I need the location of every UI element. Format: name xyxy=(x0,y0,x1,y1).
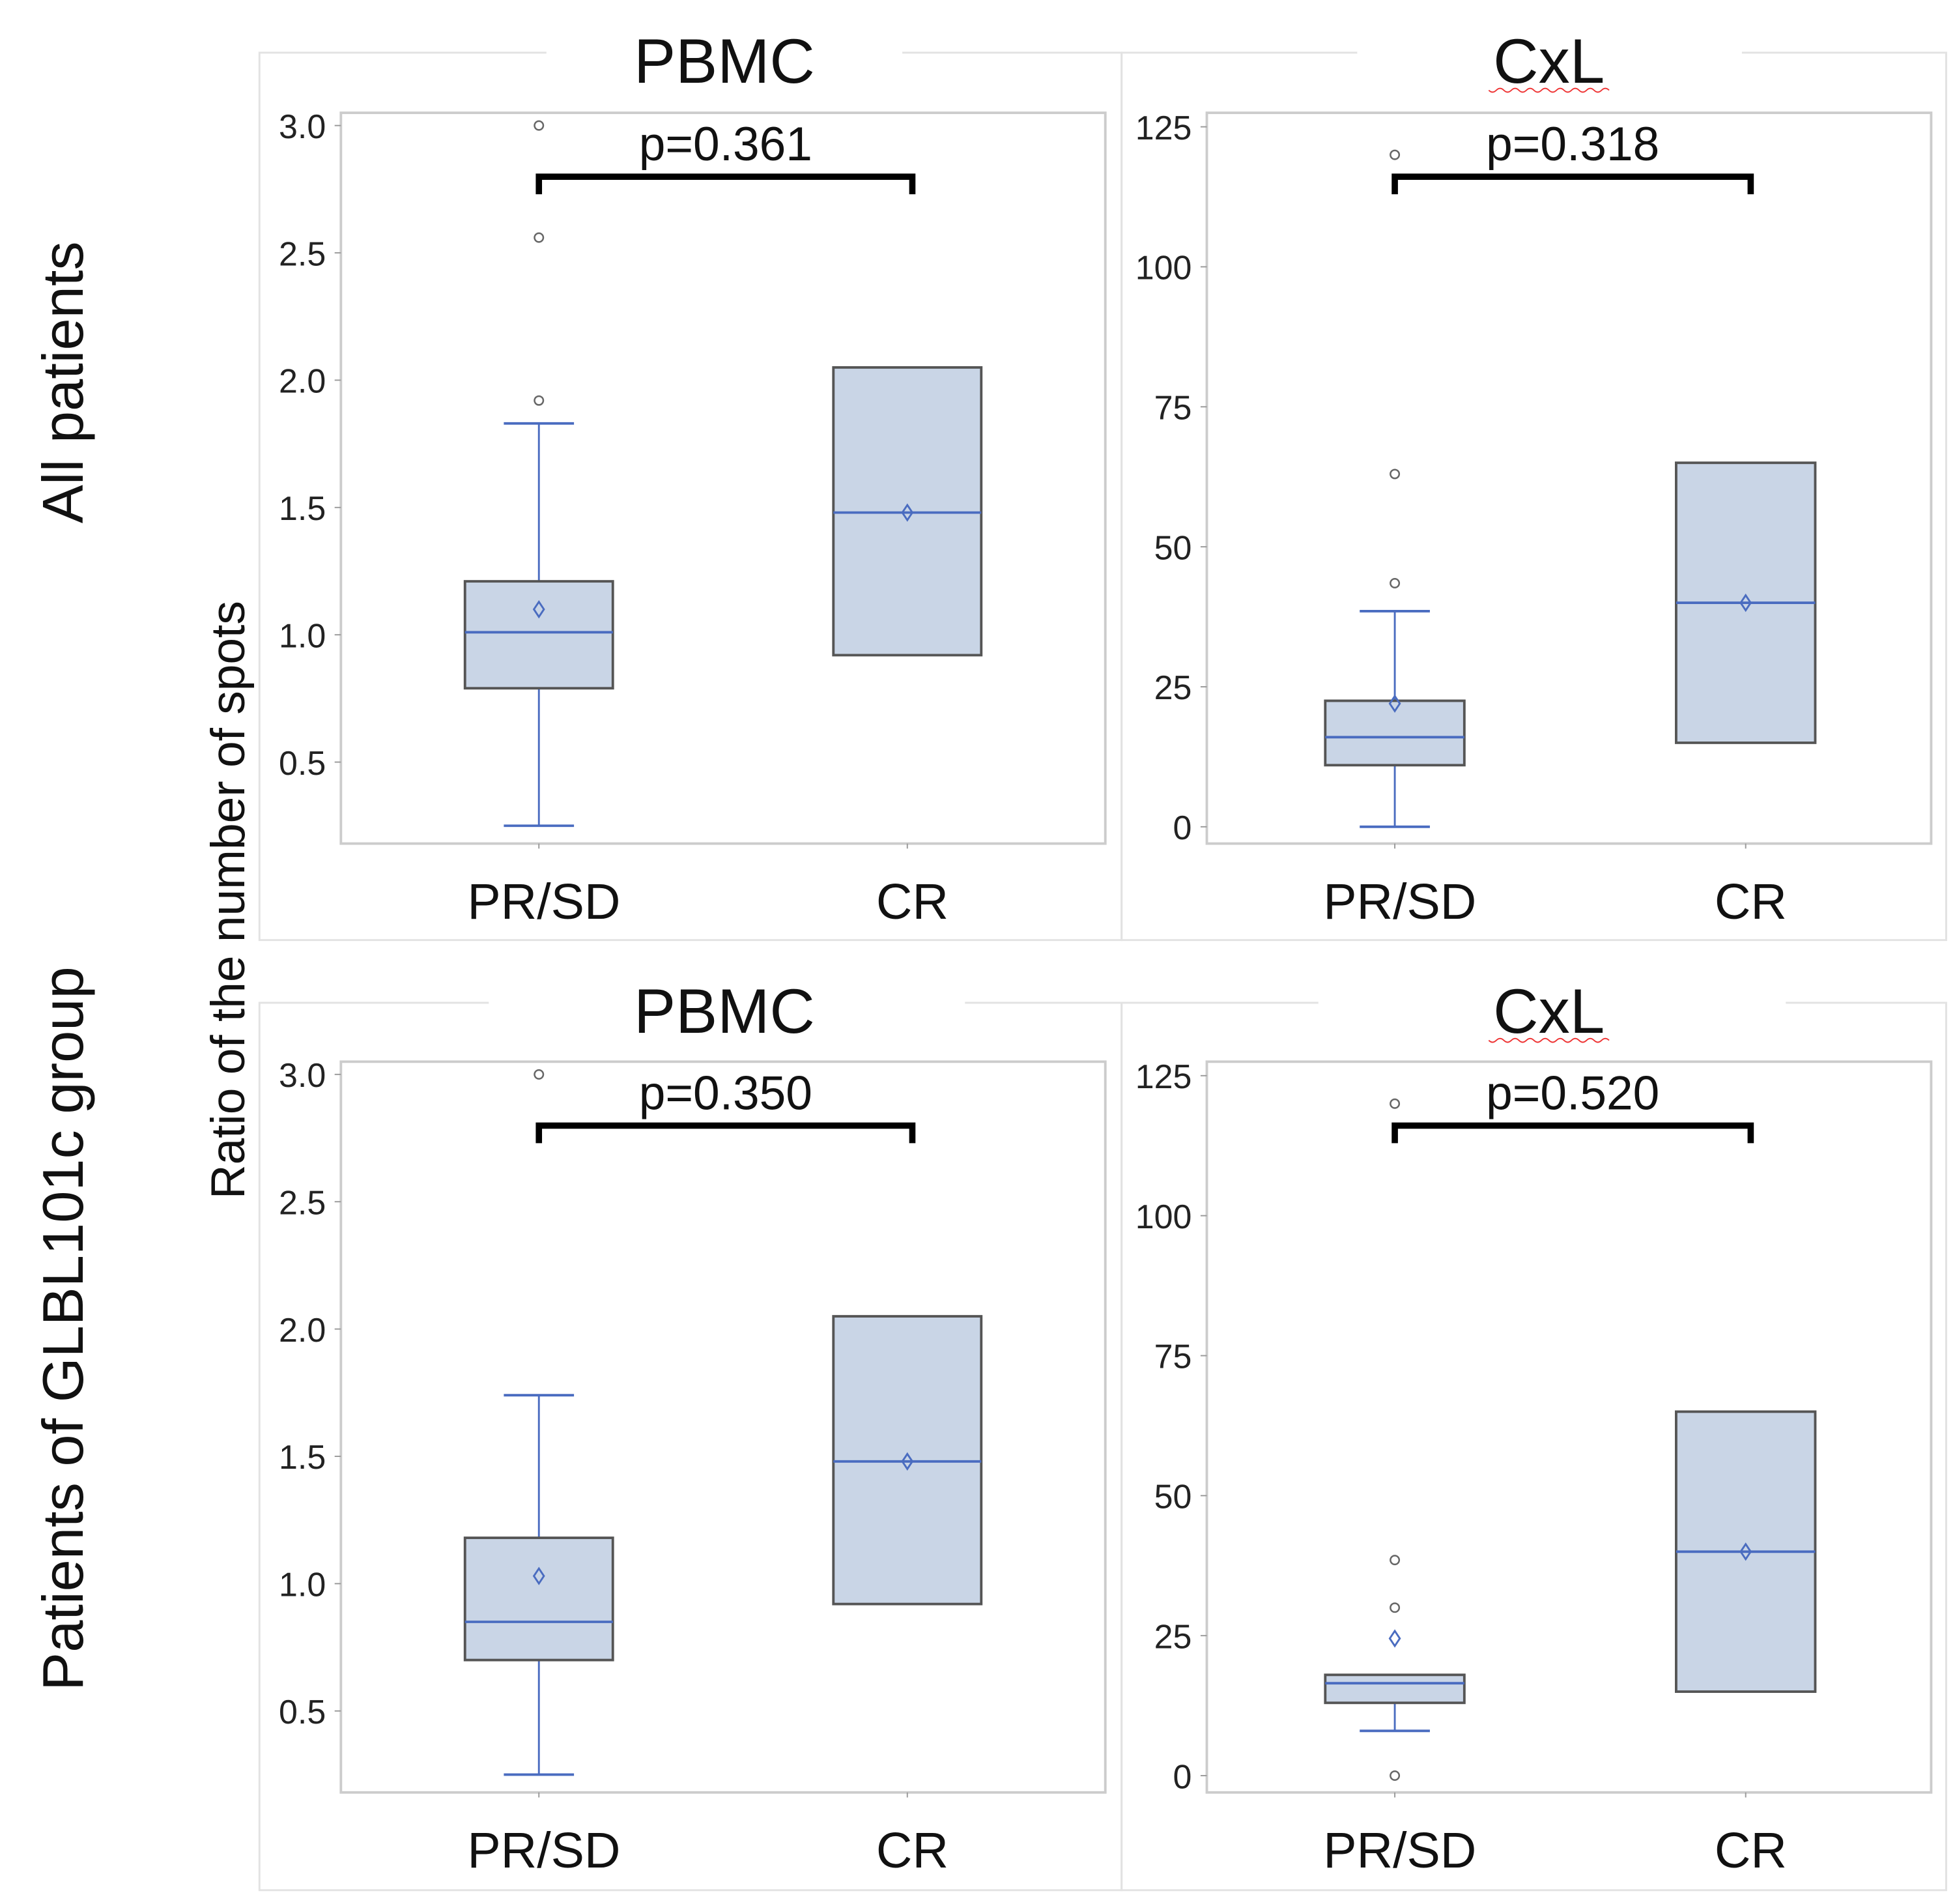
x-tick-label: PR/SD xyxy=(467,874,620,930)
y-tick-label: 0.5 xyxy=(279,745,326,783)
y-tick-label: 0.5 xyxy=(279,1694,326,1731)
p-value-label: p=0.520 xyxy=(1486,1067,1659,1119)
box-pr-sd xyxy=(1324,1098,1466,1781)
mean-marker xyxy=(532,599,545,619)
x-tick-label: CR xyxy=(876,874,949,930)
box-cr xyxy=(832,366,983,657)
panel-cxl-1: CxL 0 25 50 75 100 125 PR/SD CR p=0.318 xyxy=(1120,27,1947,942)
y-tick-label: 50 xyxy=(1154,1478,1192,1516)
x-tick-label: CR xyxy=(1715,874,1787,930)
x-tick-label: PR/SD xyxy=(1323,874,1476,930)
panel-frame xyxy=(1120,1002,1947,1892)
mean-marker xyxy=(1388,1629,1401,1648)
y-tick-label: 50 xyxy=(1154,529,1192,567)
x-tick-label: CR xyxy=(1715,1823,1787,1879)
panel-frame xyxy=(1120,51,1947,942)
y-tick-label: 2.0 xyxy=(279,363,326,401)
y-tick-label: 1.0 xyxy=(279,617,326,655)
panel-title: PBMC xyxy=(634,27,815,96)
mean-marker xyxy=(901,1452,914,1471)
significance-bracket xyxy=(535,173,916,195)
spellcheck-underline xyxy=(1488,87,1610,93)
box-cr xyxy=(1675,461,1817,744)
box-pr-sd xyxy=(463,120,614,828)
panel-title: PBMC xyxy=(634,977,815,1046)
y-tick-label: 1.5 xyxy=(279,1439,326,1477)
outlier-point xyxy=(534,1069,545,1080)
p-value-label: p=0.361 xyxy=(639,118,812,171)
outlier-point xyxy=(1390,1555,1401,1566)
box-pr-sd xyxy=(463,1069,614,1776)
y-tick-label: 125 xyxy=(1135,109,1192,147)
box-iqr xyxy=(463,1536,614,1662)
box-cr xyxy=(1675,1410,1817,1694)
mean-marker xyxy=(1739,1542,1752,1561)
outlier-point xyxy=(534,232,545,243)
y-tick-label: 100 xyxy=(1135,250,1192,287)
y-tick-label: 75 xyxy=(1154,390,1192,427)
mean-marker xyxy=(1739,593,1752,613)
x-tick-label: PR/SD xyxy=(467,1823,620,1879)
y-tick-label: 3.0 xyxy=(279,1057,326,1095)
significance-bracket xyxy=(1391,1122,1754,1144)
y-tick-label: 1.0 xyxy=(279,1566,326,1604)
y-tick-label: 2.5 xyxy=(279,1184,326,1222)
box-iqr xyxy=(832,1315,983,1606)
y-tick-label: 100 xyxy=(1135,1198,1192,1236)
panel-frame xyxy=(258,1002,1123,1892)
outlier-point xyxy=(534,395,545,406)
box-cr xyxy=(832,1315,983,1606)
outlier-point xyxy=(1390,578,1401,588)
x-tick-label: PR/SD xyxy=(1323,1823,1476,1879)
panel-pbmc-0: PBMC 0.5 1.0 1.5 2.0 2.5 3.0 PR/SD CR p=0.361 xyxy=(258,27,1123,942)
p-value-label: p=0.350 xyxy=(639,1067,812,1119)
y-tick-label: 125 xyxy=(1135,1058,1192,1096)
plot-area xyxy=(339,111,1107,845)
y-tick-label: 0 xyxy=(1173,809,1192,847)
row-label-glbl101c: Patients of GLBL101c group xyxy=(31,966,95,1691)
y-tick-label: 2.0 xyxy=(279,1312,326,1349)
panel-title: CxL xyxy=(1493,27,1605,96)
y-tick-label: 1.5 xyxy=(279,490,326,528)
box-iqr xyxy=(1324,1673,1466,1705)
mean-marker xyxy=(1388,694,1401,713)
y-tick-label: 25 xyxy=(1154,669,1192,707)
box-iqr xyxy=(1324,699,1466,767)
outlier-point xyxy=(1390,1770,1401,1781)
outlier-point xyxy=(1390,469,1401,480)
box-iqr xyxy=(463,580,614,690)
y-tick-label: 2.5 xyxy=(279,235,326,273)
outlier-point xyxy=(534,120,545,131)
panel-title: CxL xyxy=(1493,977,1605,1046)
outlier-point xyxy=(1390,1602,1401,1613)
outlier-point xyxy=(1390,1098,1401,1109)
panel-pbmc-2: PBMC 0.5 1.0 1.5 2.0 2.5 3.0 PR/SD CR p=0.350 xyxy=(258,977,1123,1892)
outlier-point xyxy=(1390,149,1401,160)
panel-cxl-3: CxL 0 25 50 75 100 125 PR/SD CR p=0.520 xyxy=(1120,977,1947,1892)
significance-bracket xyxy=(1391,173,1754,195)
y-tick-label: 75 xyxy=(1154,1338,1192,1376)
plot-area xyxy=(1205,111,1933,845)
significance-bracket xyxy=(535,1122,916,1144)
spellcheck-underline xyxy=(1488,1037,1610,1043)
box-iqr xyxy=(832,366,983,657)
panel-frame xyxy=(258,51,1123,942)
y-tick-label: 25 xyxy=(1154,1618,1192,1656)
plot-area xyxy=(1205,1060,1933,1794)
mean-marker xyxy=(532,1566,545,1585)
mean-marker xyxy=(901,503,914,522)
plot-area xyxy=(339,1060,1107,1794)
row-label-all-patients: All patients xyxy=(31,241,95,523)
x-tick-label: CR xyxy=(876,1823,949,1879)
y-tick-label: 3.0 xyxy=(279,108,326,146)
p-value-label: p=0.318 xyxy=(1486,118,1659,171)
box-pr-sd xyxy=(1324,149,1466,828)
y-tick-label: 0 xyxy=(1173,1758,1192,1796)
y-axis-label: Ratio of the number of spots xyxy=(202,601,255,1199)
